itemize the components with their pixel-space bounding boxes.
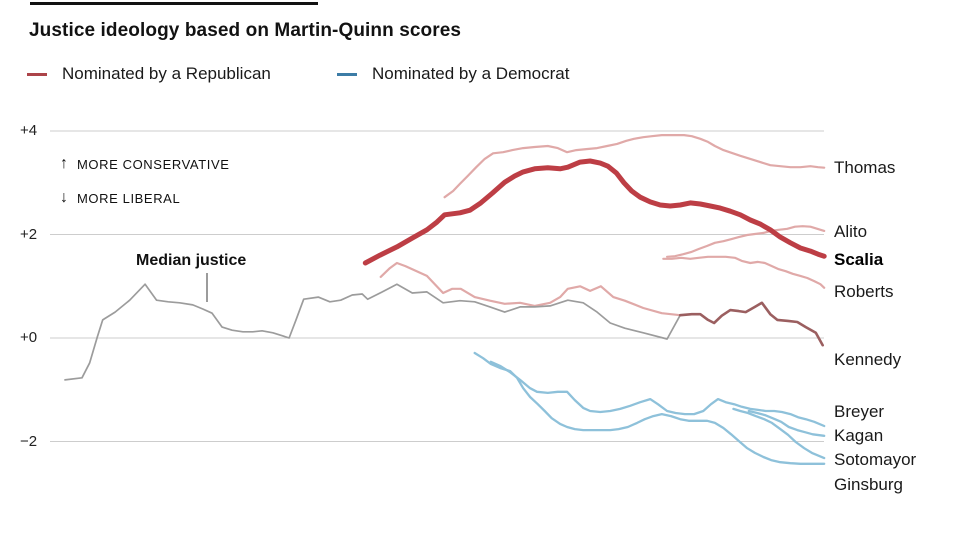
down-arrow-icon: ↓ [60, 189, 68, 206]
median-justice-annotation: Median justice [136, 252, 247, 269]
series-label-sotomayor: Sotomayor [834, 450, 917, 470]
series-label-breyer: Breyer [834, 402, 885, 421]
up-arrow-icon: ↑ [60, 155, 68, 172]
annotation-more-conservative-label: MORE CONSERVATIVE [77, 156, 230, 172]
top-rule [30, 2, 318, 5]
series-label-thomas: Thomas [834, 158, 896, 178]
series-line-breyer [489, 360, 826, 428]
series-line-ginsburg [473, 351, 826, 465]
democrat-line-swatch-icon [337, 72, 357, 76]
republican-line-swatch-icon [27, 72, 47, 76]
series-label-roberts: Roberts [834, 281, 894, 301]
series-line-thomas [443, 134, 826, 199]
series-line-kagan [747, 409, 826, 437]
series-line-alito [665, 225, 826, 258]
series-line-kennedy_early [379, 261, 682, 317]
legend-label-democrat: Nominated by a Democrat [372, 64, 570, 83]
series-label-alito: Alito [834, 221, 868, 241]
y-tick-label-+2: +2 [20, 225, 38, 243]
annotation-more-liberal: ↓ MORE LIBERAL [60, 189, 180, 207]
series-label-kagan: Kagan [834, 426, 884, 446]
legend-item-democrat: Nominated by a Democrat [337, 64, 569, 84]
y-tick-label-+4: +4 [20, 122, 38, 139]
series-line-median_justice [64, 283, 682, 381]
series-line-kennedy [678, 301, 825, 347]
legend-item-republican: Nominated by a Republican [27, 64, 271, 84]
series-line-roberts [662, 255, 826, 289]
annotation-more-liberal-label: MORE LIBERAL [77, 190, 181, 206]
series-label-ginsburg: Ginsburg [834, 474, 903, 494]
median-justice-pointer-line [206, 273, 208, 302]
annotation-more-conservative: ↑ MORE CONSERVATIVE [60, 155, 230, 173]
series-label-scalia: Scalia [834, 249, 884, 269]
series-line-sotomayor [732, 407, 826, 460]
series-label-kennedy: Kennedy [834, 350, 902, 370]
y-tick-label-−2: −2 [20, 432, 38, 450]
y-tick-label-+0: +0 [20, 329, 38, 346]
legend-label-republican: Nominated by a Republican [62, 64, 271, 83]
page-title: Justice ideology based on Martin-Quinn s… [29, 20, 462, 41]
series-line-scalia [362, 158, 827, 266]
